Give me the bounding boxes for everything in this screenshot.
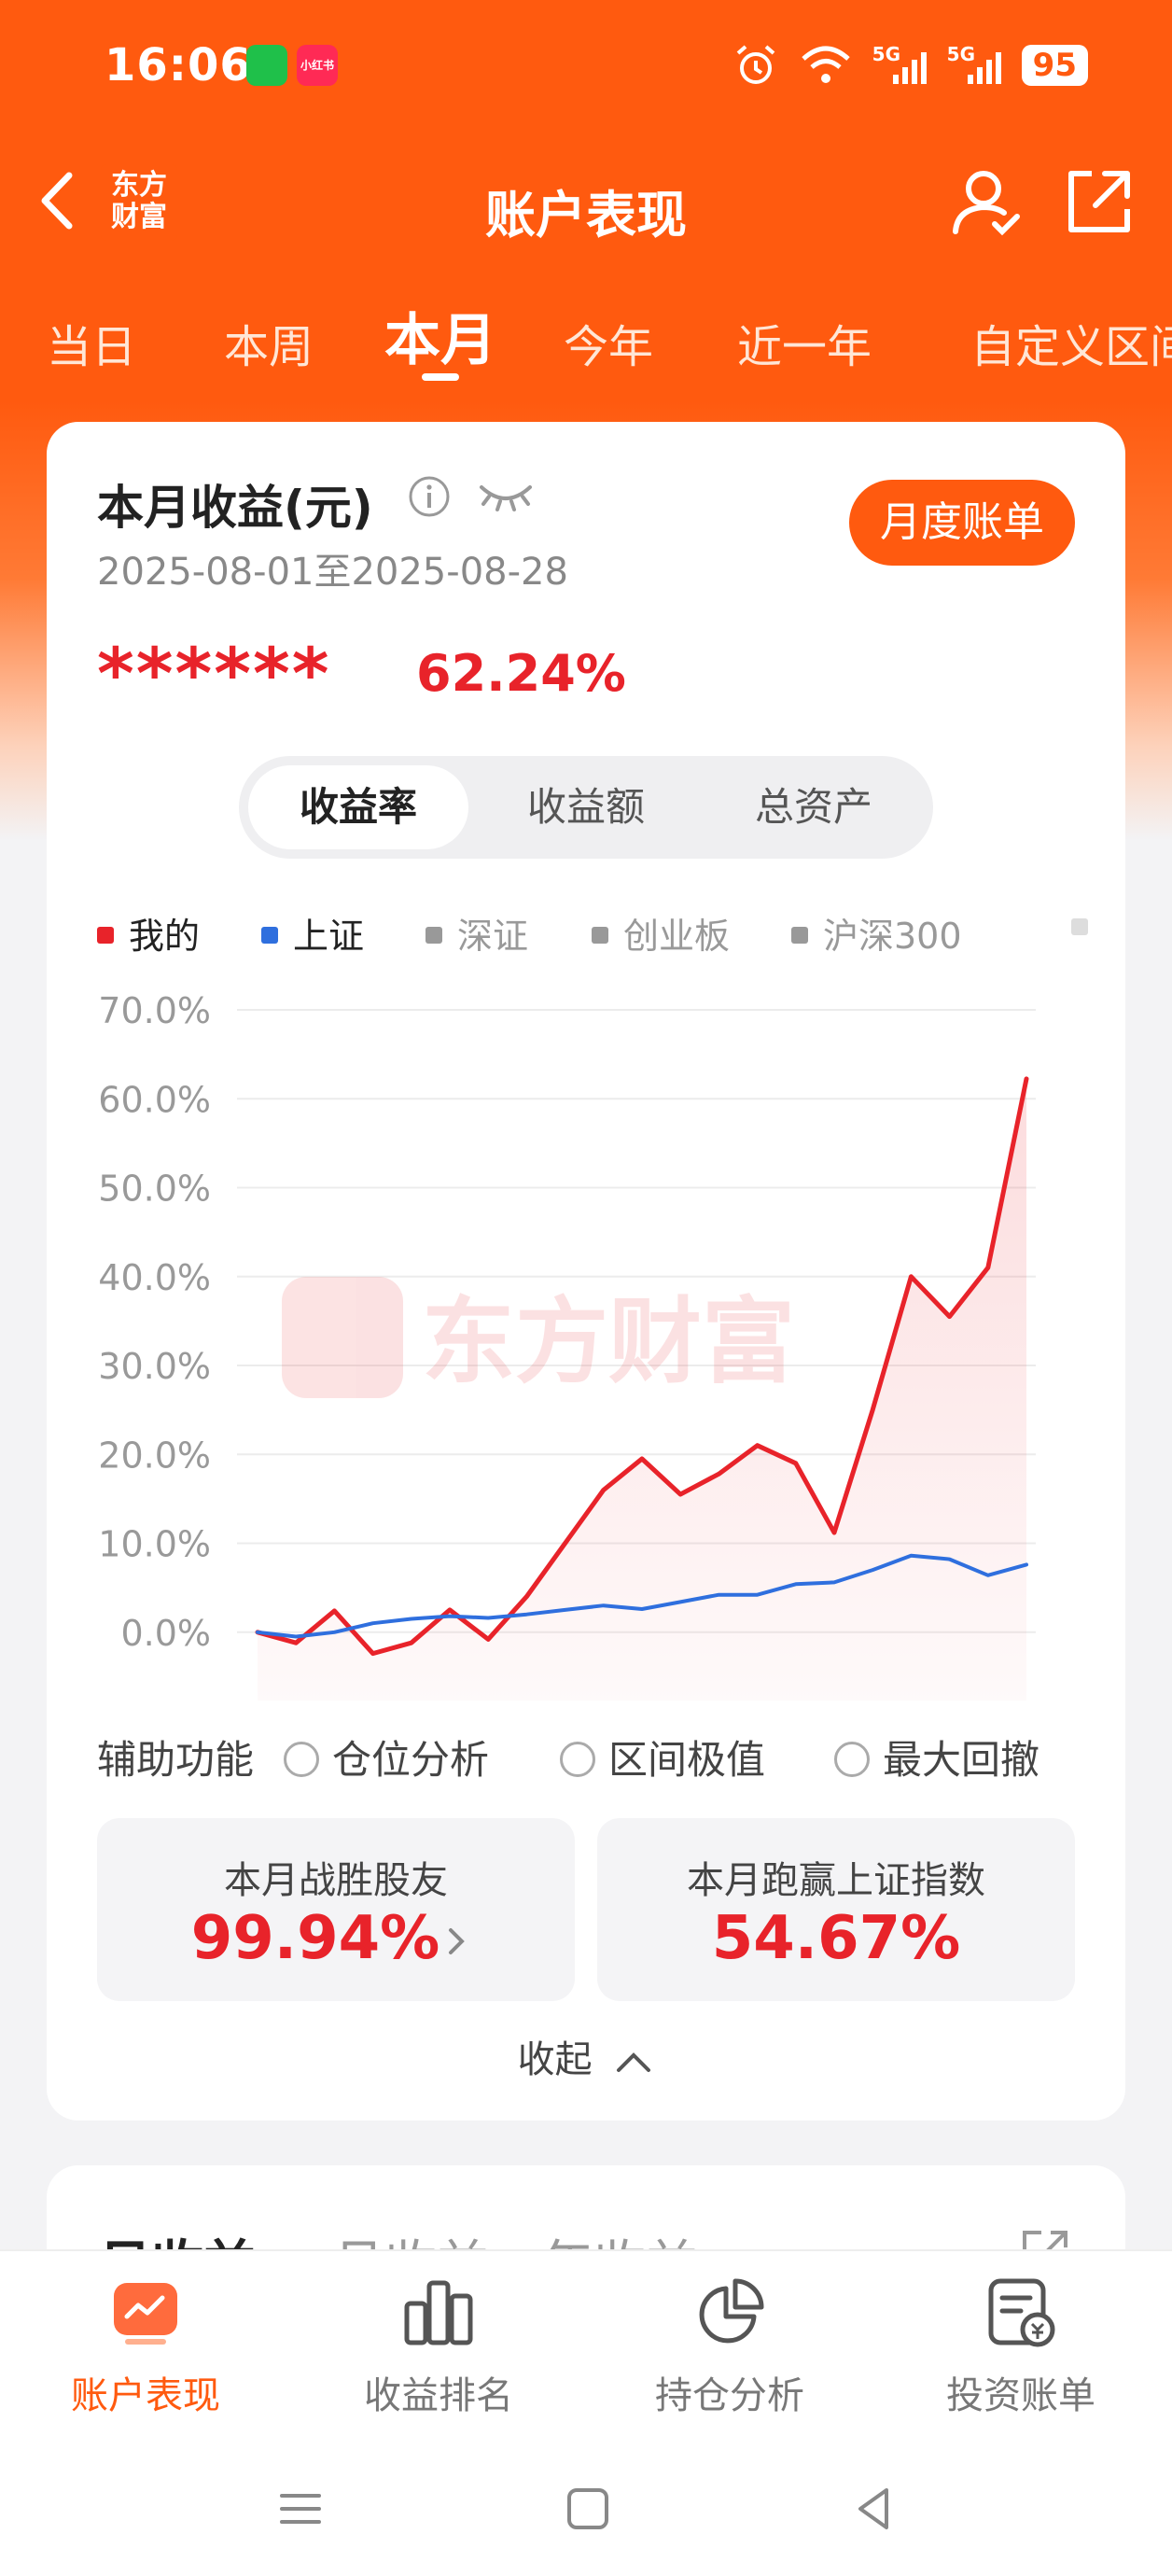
watermark-text: 东方财富 — [422, 1287, 795, 1396]
nav-investment-bill[interactable]: 投资账单 — [900, 2275, 1142, 2419]
system-back-icon[interactable] — [849, 2483, 901, 2535]
nav-holdings-analysis[interactable]: 持仓分析 — [608, 2275, 851, 2419]
segment-return-rate[interactable]: 收益率 — [248, 765, 468, 849]
chevron-up-icon — [617, 2052, 651, 2072]
ranking-icon — [404, 2280, 473, 2345]
xiaohongshu-notification-icon: 小红书 — [297, 45, 338, 86]
nav-profit-ranking[interactable]: 收益排名 — [317, 2275, 560, 2419]
performance-icon — [114, 2283, 177, 2345]
y-tick-label: 70.0% — [98, 990, 211, 1031]
nav-label: 持仓分析 — [655, 2374, 804, 2417]
legend-item-mine[interactable]: 我的 — [97, 907, 200, 959]
status-icons: 5G 5G 95 — [732, 39, 1088, 91]
radio-unchecked-icon[interactable] — [560, 1741, 595, 1777]
watermark-logo-icon — [282, 1277, 403, 1398]
alarm-icon — [736, 45, 774, 84]
beat-index-stat: 本月跑赢上证指数 54.67% — [597, 1818, 1075, 2001]
radio-unchecked-icon[interactable] — [284, 1741, 319, 1777]
y-tick-label: 60.0% — [98, 1079, 211, 1120]
system-menu-icon[interactable] — [274, 2483, 327, 2535]
collapse-button[interactable]: 收起 — [47, 2029, 1125, 2083]
option-range-extremes[interactable]: 区间极值 — [560, 1729, 765, 1785]
aux-functions-label: 辅助功能 — [97, 1737, 255, 1783]
legend-color-swatch — [426, 926, 442, 944]
legend-item-more[interactable] — [1071, 907, 1103, 948]
cell-signal-1-icon: 5G — [872, 43, 927, 88]
option-position-analysis[interactable]: 仓位分析 — [284, 1729, 489, 1785]
nav-label: 投资账单 — [946, 2374, 1095, 2417]
legend-item-shanghai[interactable]: 上证 — [261, 907, 364, 959]
radio-unchecked-icon[interactable] — [834, 1741, 870, 1777]
segment-return-amount[interactable]: 收益额 — [526, 784, 645, 830]
cell-signal-2-icon: 5G — [947, 43, 1001, 88]
y-tick-label: 10.0% — [98, 1524, 211, 1565]
beat-peers-stat[interactable]: 本月战胜股友 99.94% — [97, 1818, 575, 2001]
series-area-fill — [258, 1078, 1026, 1701]
date-range: 2025-08-01至2025-08-28 — [97, 551, 568, 594]
segment-total-assets[interactable]: 总资产 — [754, 784, 872, 830]
legend-color-swatch — [592, 926, 608, 944]
stat-value: 54.67% — [711, 1904, 961, 1973]
stat-label: 本月跑赢上证指数 — [687, 1859, 985, 1902]
wifi-icon — [801, 46, 850, 83]
legend-color-swatch — [791, 926, 808, 944]
pie-chart-icon — [699, 2278, 764, 2344]
card-title: 本月收益(元) — [97, 481, 373, 535]
bill-icon — [988, 2278, 1055, 2347]
back-arrow-icon[interactable] — [35, 168, 82, 233]
nav-label: 收益排名 — [364, 2374, 513, 2417]
monthly-bill-button[interactable]: 月度账单 — [849, 480, 1075, 566]
hide-amount-icon[interactable] — [476, 478, 536, 515]
tab-this-month[interactable]: 本月 — [384, 308, 496, 373]
y-tick-label: 20.0% — [98, 1435, 211, 1476]
system-home-icon[interactable] — [562, 2483, 614, 2535]
active-tab-indicator — [422, 373, 459, 381]
tab-custom-range[interactable]: 自定义区间 — [970, 321, 1172, 373]
wechat-notification-icon — [246, 45, 287, 86]
tab-this-year[interactable]: 今年 — [564, 321, 654, 373]
y-tick-label: 0.0% — [120, 1613, 211, 1654]
info-icon[interactable] — [407, 474, 452, 519]
period-tabs: 当日 本周 本月 今年 近一年 自定义区间 — [0, 295, 1172, 388]
legend-color-swatch — [261, 926, 278, 944]
legend-item-chinext[interactable]: 创业板 — [592, 907, 730, 959]
status-time: 16:06 — [105, 39, 252, 91]
performance-card: 本月收益(元) 2025-08-01至2025-08-28 月度账单 *****… — [47, 422, 1125, 2121]
page-title: 账户表现 — [485, 186, 687, 245]
monthly-return-percent: 62.24% — [416, 644, 626, 703]
share-icon[interactable] — [1064, 166, 1135, 237]
chevron-right-icon — [449, 1928, 465, 1954]
tab-this-week[interactable]: 本周 — [224, 321, 314, 373]
legend-item-shenzhen[interactable]: 深证 — [426, 907, 528, 959]
tab-last-year[interactable]: 近一年 — [737, 321, 872, 373]
eastmoney-logo: 东方 财富 — [101, 164, 177, 241]
option-max-drawdown[interactable]: 最大回撤 — [834, 1729, 1039, 1785]
y-tick-label: 40.0% — [98, 1257, 211, 1298]
user-icon[interactable] — [948, 164, 1023, 239]
legend-color-swatch — [97, 926, 114, 944]
chart-legend: 我的 上证 深证 创业板 沪深300 — [97, 907, 1123, 963]
legend-item-csi300[interactable]: 沪深300 — [791, 907, 962, 959]
eastmoney-watermark: 东方财富 — [282, 1277, 795, 1398]
nav-label: 账户表现 — [71, 2374, 220, 2417]
metric-segmented-control: 收益率 收益额 总资产 — [239, 756, 933, 859]
nav-account-performance[interactable]: 账户表现 — [24, 2275, 267, 2419]
return-chart[interactable]: 东方财富 70.0% 60.0% 50.0% 40.0% 30.0% 20.0% 10.0%… — [47, 963, 1125, 1701]
bottom-nav: 账户表现 收益排名 持仓分析 投资账单 — [0, 2249, 1172, 2576]
y-tick-label: 50.0% — [98, 1169, 211, 1210]
battery-icon: 95 — [1021, 45, 1088, 86]
masked-profit-amount: ****** — [97, 632, 331, 715]
legend-color-swatch — [1071, 917, 1088, 935]
stat-label: 本月战胜股友 — [224, 1859, 448, 1902]
tab-today[interactable]: 当日 — [47, 321, 137, 373]
y-tick-label: 30.0% — [98, 1346, 211, 1387]
status-bar: 16:06 小红书 5G 5G 95 — [0, 0, 1172, 131]
stat-value: 99.94% — [190, 1904, 440, 1973]
